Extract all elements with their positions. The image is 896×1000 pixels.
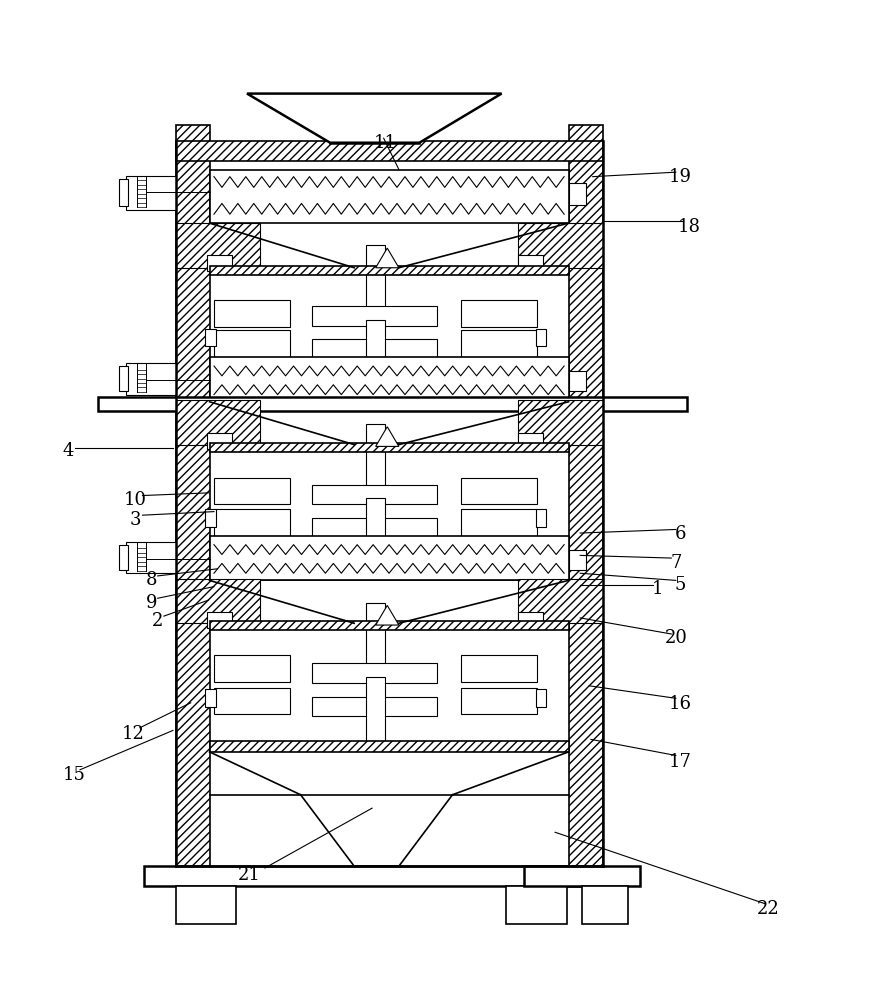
Bar xyxy=(461,688,538,714)
Bar xyxy=(207,612,232,628)
Bar xyxy=(210,443,569,452)
Bar xyxy=(524,866,640,886)
Bar xyxy=(214,478,290,504)
Bar xyxy=(330,94,419,143)
Bar xyxy=(210,741,569,752)
Bar xyxy=(126,176,176,210)
Bar xyxy=(214,300,290,327)
Text: 16: 16 xyxy=(668,695,692,713)
Bar xyxy=(214,688,290,714)
Bar xyxy=(176,579,261,623)
Text: 21: 21 xyxy=(238,866,261,884)
Polygon shape xyxy=(375,248,399,268)
Bar xyxy=(312,485,437,504)
Text: 8: 8 xyxy=(146,571,157,589)
Bar xyxy=(210,570,569,580)
Bar xyxy=(214,655,290,682)
Bar xyxy=(312,518,437,538)
Bar xyxy=(366,498,385,563)
Bar xyxy=(569,550,587,570)
Bar xyxy=(98,397,687,411)
Bar xyxy=(176,125,210,866)
Text: 1: 1 xyxy=(652,580,664,598)
Bar xyxy=(207,433,232,449)
Text: 6: 6 xyxy=(675,525,686,543)
Bar xyxy=(582,886,628,924)
Text: 10: 10 xyxy=(124,491,147,509)
Bar xyxy=(461,655,538,682)
Bar xyxy=(366,677,385,741)
Bar xyxy=(312,306,437,326)
Bar xyxy=(461,509,538,536)
Bar xyxy=(518,433,543,449)
Text: 7: 7 xyxy=(670,554,682,572)
Bar xyxy=(536,689,547,707)
Text: 17: 17 xyxy=(668,753,692,771)
Bar xyxy=(210,621,569,630)
Bar xyxy=(518,223,602,268)
Bar xyxy=(461,300,538,327)
Bar xyxy=(312,697,437,716)
Text: 22: 22 xyxy=(756,900,780,918)
Bar xyxy=(210,536,569,580)
Bar xyxy=(210,391,569,402)
Bar xyxy=(176,886,237,924)
Text: 15: 15 xyxy=(64,766,86,784)
Bar xyxy=(518,579,602,623)
Bar xyxy=(176,141,602,161)
Text: 3: 3 xyxy=(130,511,142,529)
Bar xyxy=(366,603,385,679)
Bar xyxy=(205,329,216,346)
Bar xyxy=(461,478,538,504)
Bar xyxy=(518,612,543,628)
Bar xyxy=(210,212,569,221)
Bar xyxy=(366,424,385,500)
Bar xyxy=(214,330,290,357)
Text: 12: 12 xyxy=(122,725,145,743)
Bar xyxy=(144,866,601,886)
Bar xyxy=(312,339,437,359)
Bar xyxy=(506,886,567,924)
Polygon shape xyxy=(247,94,502,143)
Bar xyxy=(119,366,128,391)
Bar xyxy=(119,179,128,206)
Bar xyxy=(518,400,602,445)
Bar xyxy=(210,266,569,275)
Bar xyxy=(569,125,602,866)
Text: 19: 19 xyxy=(668,168,692,186)
Bar xyxy=(210,357,569,402)
Bar xyxy=(210,174,569,183)
Bar xyxy=(210,538,569,549)
Bar xyxy=(518,255,543,271)
Bar xyxy=(210,360,569,370)
Bar xyxy=(536,509,547,527)
Bar xyxy=(536,329,547,346)
Bar xyxy=(205,509,216,527)
Text: 20: 20 xyxy=(664,629,687,647)
Bar xyxy=(569,183,587,205)
Polygon shape xyxy=(375,427,399,446)
Bar xyxy=(366,320,385,384)
Bar xyxy=(126,542,176,573)
Text: 9: 9 xyxy=(146,594,157,612)
Text: 4: 4 xyxy=(63,442,74,460)
Bar xyxy=(207,255,232,271)
Text: 5: 5 xyxy=(675,576,686,594)
Bar xyxy=(176,400,261,445)
Bar xyxy=(119,545,128,570)
Text: 18: 18 xyxy=(677,218,701,236)
Bar xyxy=(176,223,261,268)
Text: 11: 11 xyxy=(374,134,397,152)
Bar xyxy=(126,363,176,395)
Bar xyxy=(210,170,569,223)
Bar xyxy=(205,689,216,707)
Text: 2: 2 xyxy=(152,612,163,630)
Bar xyxy=(461,330,538,357)
Bar xyxy=(366,245,385,321)
Bar xyxy=(214,509,290,536)
Polygon shape xyxy=(375,605,399,625)
Bar xyxy=(569,371,587,391)
Bar xyxy=(312,663,437,683)
